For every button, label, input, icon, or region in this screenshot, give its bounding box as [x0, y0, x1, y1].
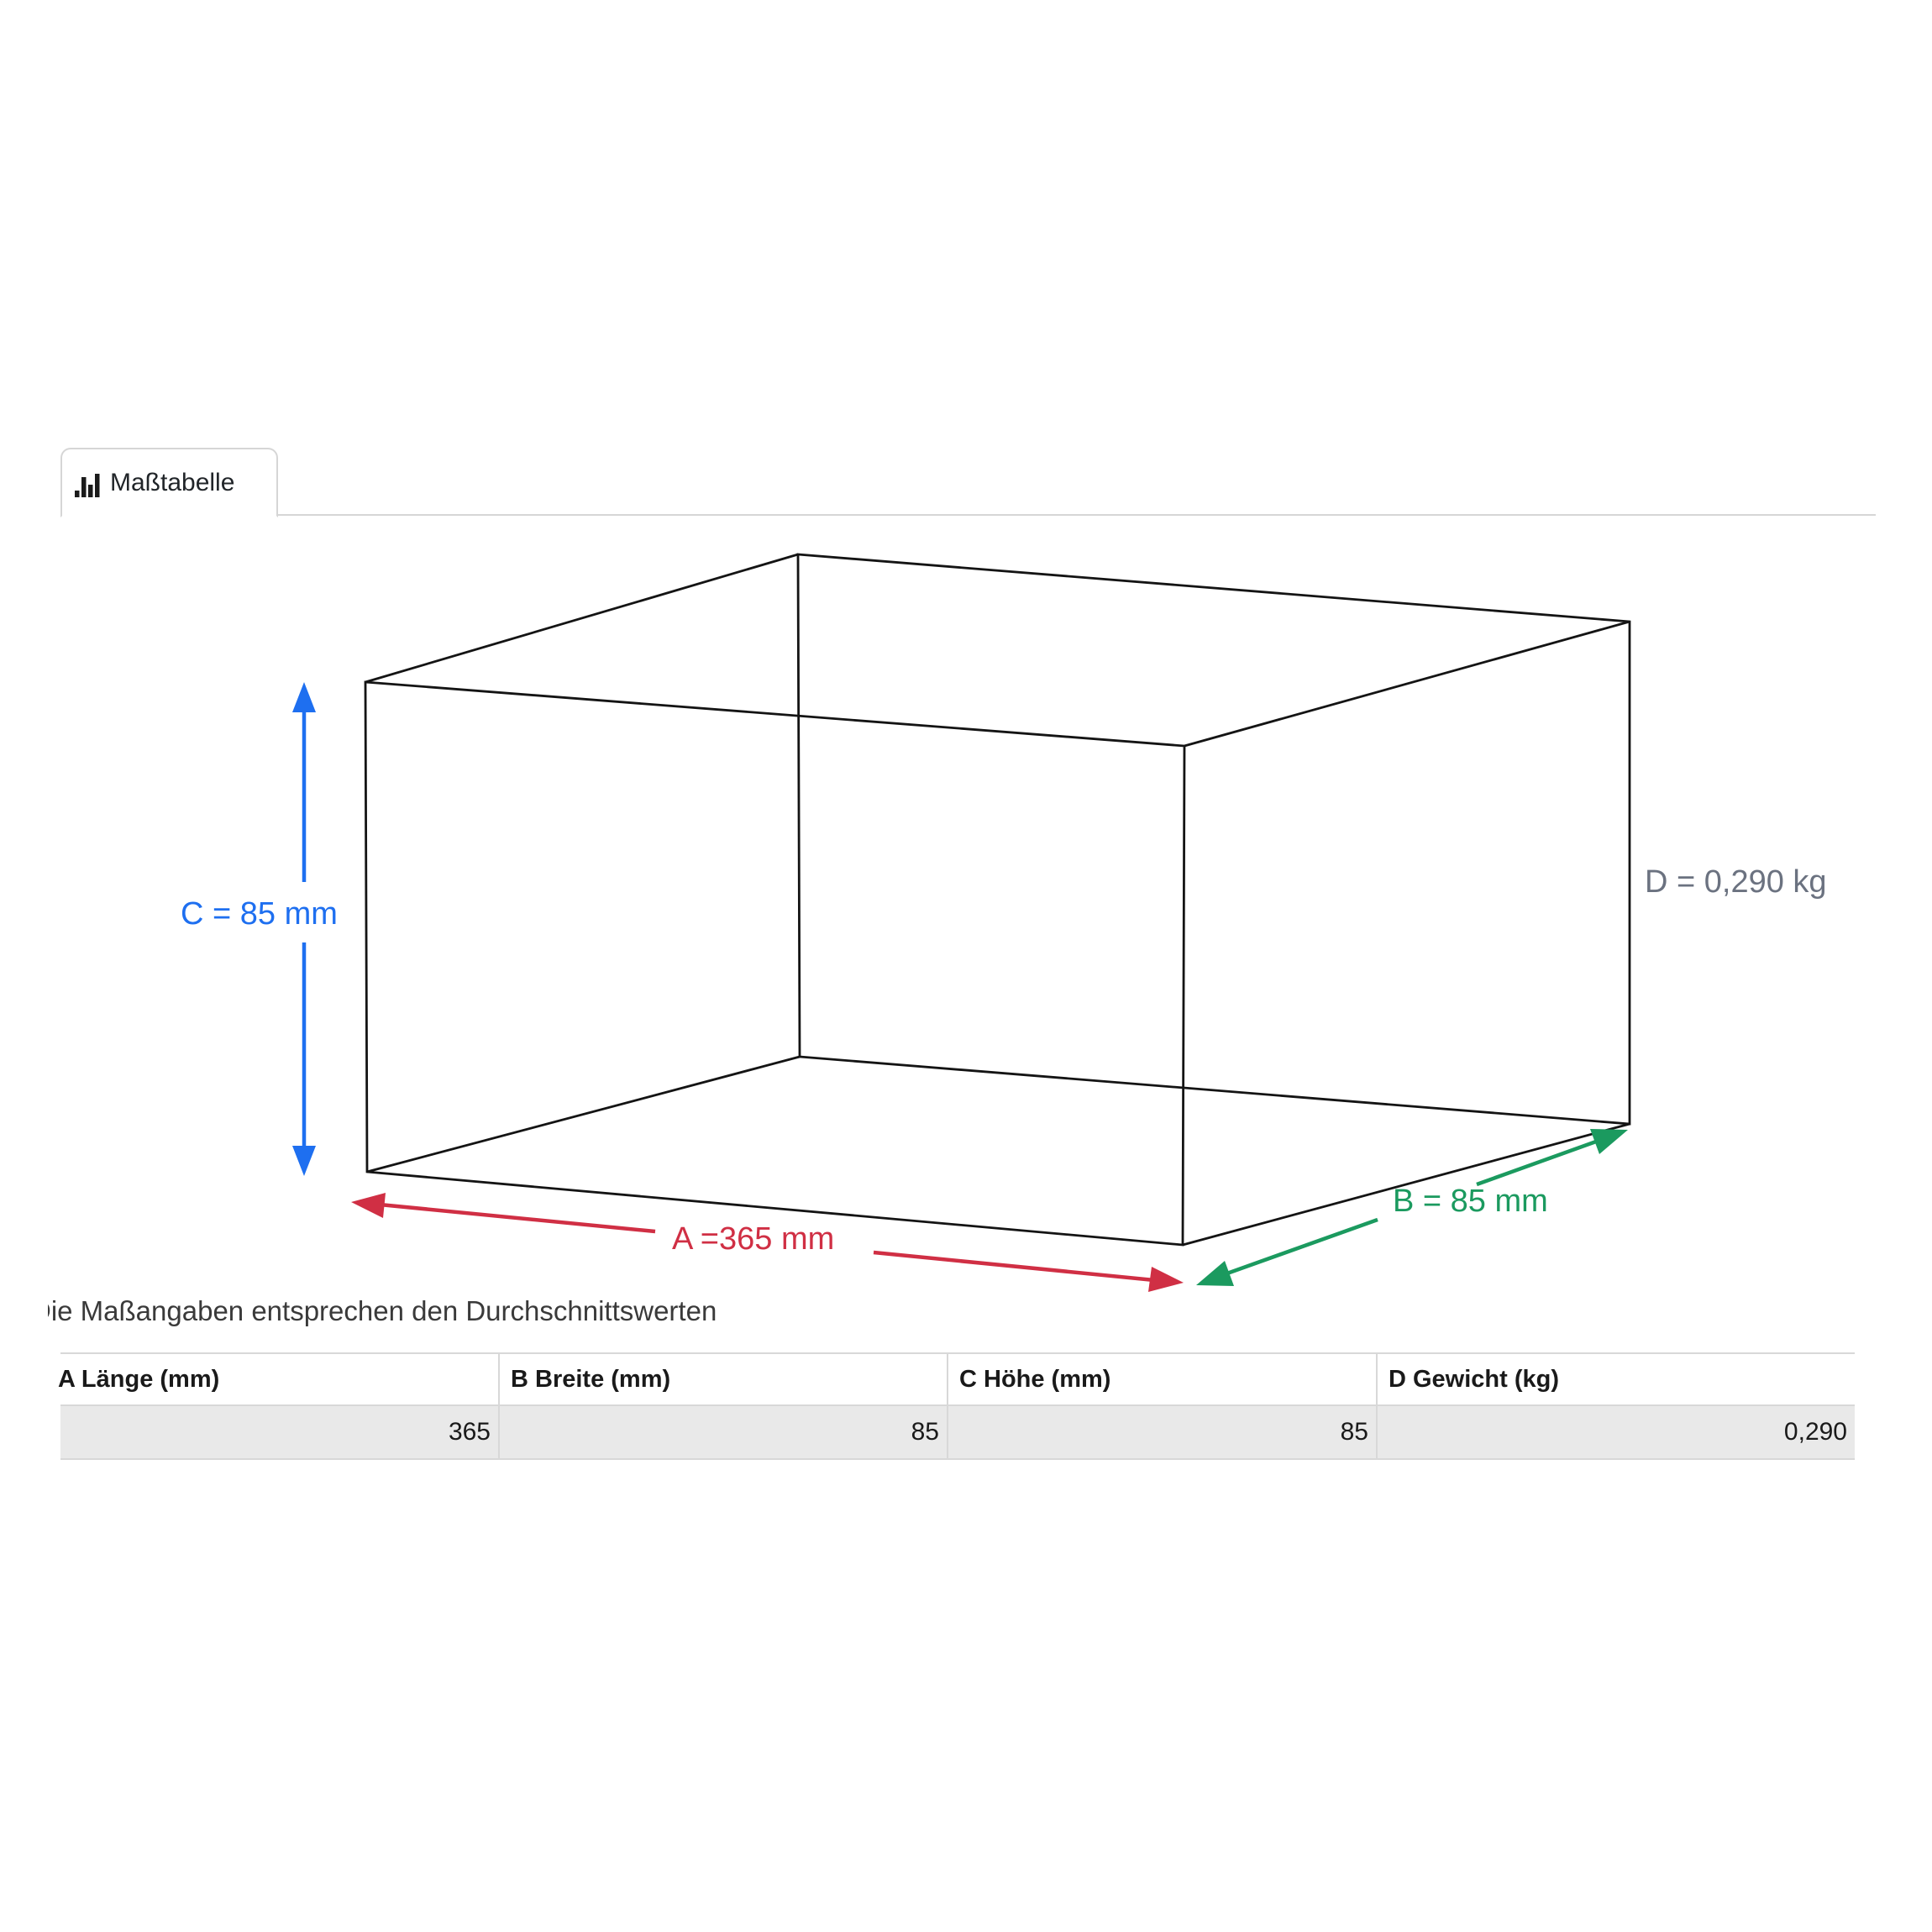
- width-arrow-b: [1196, 1129, 1628, 1286]
- length-arrow-a: [351, 1193, 1184, 1292]
- table-row: 365 85 85 0,290: [60, 1405, 1855, 1460]
- tab-masstabelle[interactable]: Maßtabelle: [60, 448, 278, 517]
- box-wireframe: [364, 553, 1631, 1247]
- cell-hoehe: 85: [947, 1405, 1377, 1460]
- table-header-row: A Länge (mm) B Breite (mm) C Höhe (mm) D…: [58, 1353, 1855, 1406]
- col-header-b-breite: B Breite (mm): [498, 1353, 948, 1406]
- width-label-b: B = 85 mm: [1393, 1184, 1548, 1219]
- height-label-c: C = 85 mm: [181, 896, 338, 932]
- col-header-d-gewicht: D Gewicht (kg): [1376, 1353, 1855, 1406]
- cell-gewicht: 0,290: [1376, 1405, 1855, 1460]
- tab-label: Maßtabelle: [110, 468, 235, 496]
- height-arrow-c: [292, 682, 316, 1176]
- note-clip: Die Maßangaben entsprechen den Durchschn…: [48, 1295, 888, 1337]
- cell-laenge: 365: [60, 1405, 499, 1460]
- col-header-a-laenge: A Länge (mm): [58, 1353, 499, 1406]
- weight-label-d: D = 0,290 kg: [1645, 864, 1827, 900]
- tabstrip-divider: [60, 514, 1876, 516]
- bar-chart-icon: [75, 469, 101, 497]
- dimension-table-wrap: A Länge (mm) B Breite (mm) C Höhe (mm) D…: [52, 1352, 1856, 1478]
- length-label-a: A =365 mm: [672, 1221, 835, 1257]
- cell-breite: 85: [498, 1405, 948, 1460]
- measurement-note: Die Maßangaben entsprechen den Durchschn…: [48, 1295, 717, 1326]
- col-header-c-hoehe: C Höhe (mm): [947, 1353, 1377, 1406]
- dimension-table: A Länge (mm) B Breite (mm) C Höhe (mm) D…: [58, 1352, 1855, 1460]
